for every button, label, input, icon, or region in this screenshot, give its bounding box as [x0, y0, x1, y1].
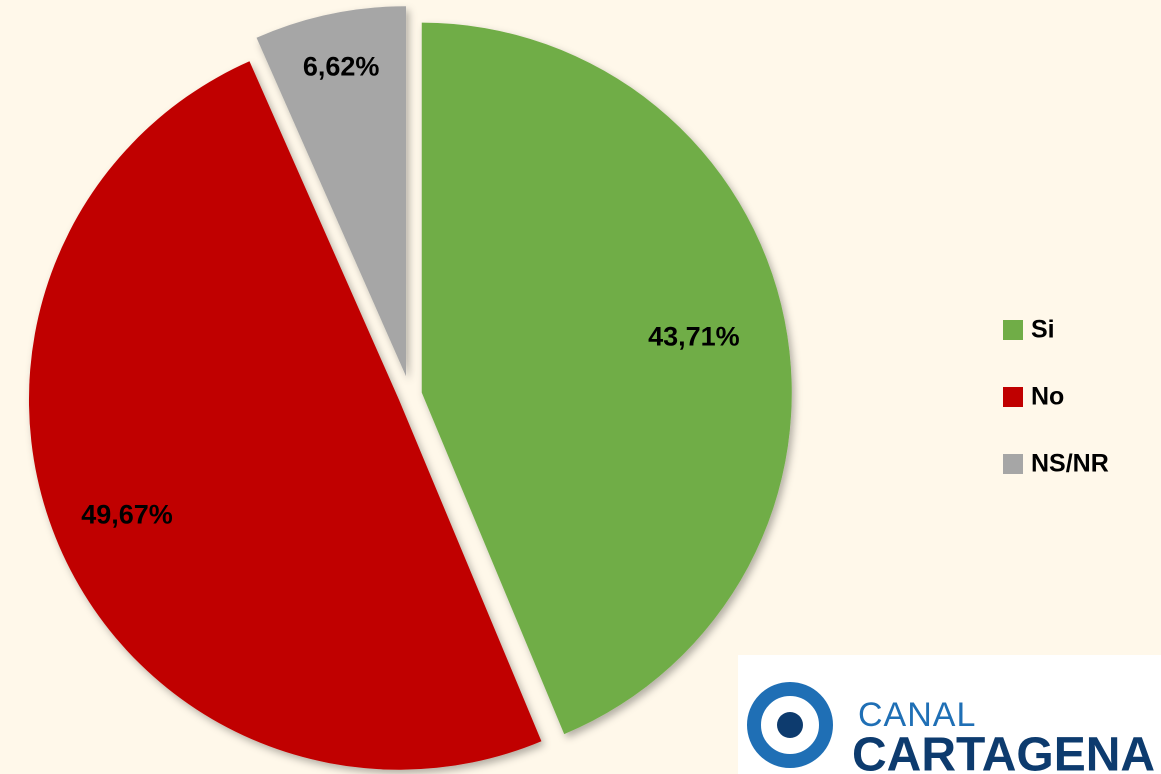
pie-slice [421, 22, 792, 735]
logo: CANAL CARTAGENA [747, 682, 1155, 774]
legend-swatch [1003, 387, 1023, 407]
logo-ring [747, 682, 833, 768]
pie-slice [256, 6, 407, 377]
legend-swatch [1003, 320, 1023, 340]
legend-label: NS/NR [1031, 450, 1109, 478]
legend-label: Si [1031, 316, 1055, 344]
logo-dot [777, 712, 803, 738]
legend-swatch [1003, 454, 1023, 474]
data-label: 43,71% [648, 321, 740, 351]
logo-line1: CANAL [858, 696, 976, 734]
data-label: 6,62% [303, 52, 380, 82]
logo-line2: CARTAGENA [852, 729, 1155, 774]
legend-label: No [1031, 383, 1064, 411]
data-label: 49,67% [81, 500, 173, 530]
pie [28, 6, 792, 770]
pie-slice [28, 61, 542, 770]
